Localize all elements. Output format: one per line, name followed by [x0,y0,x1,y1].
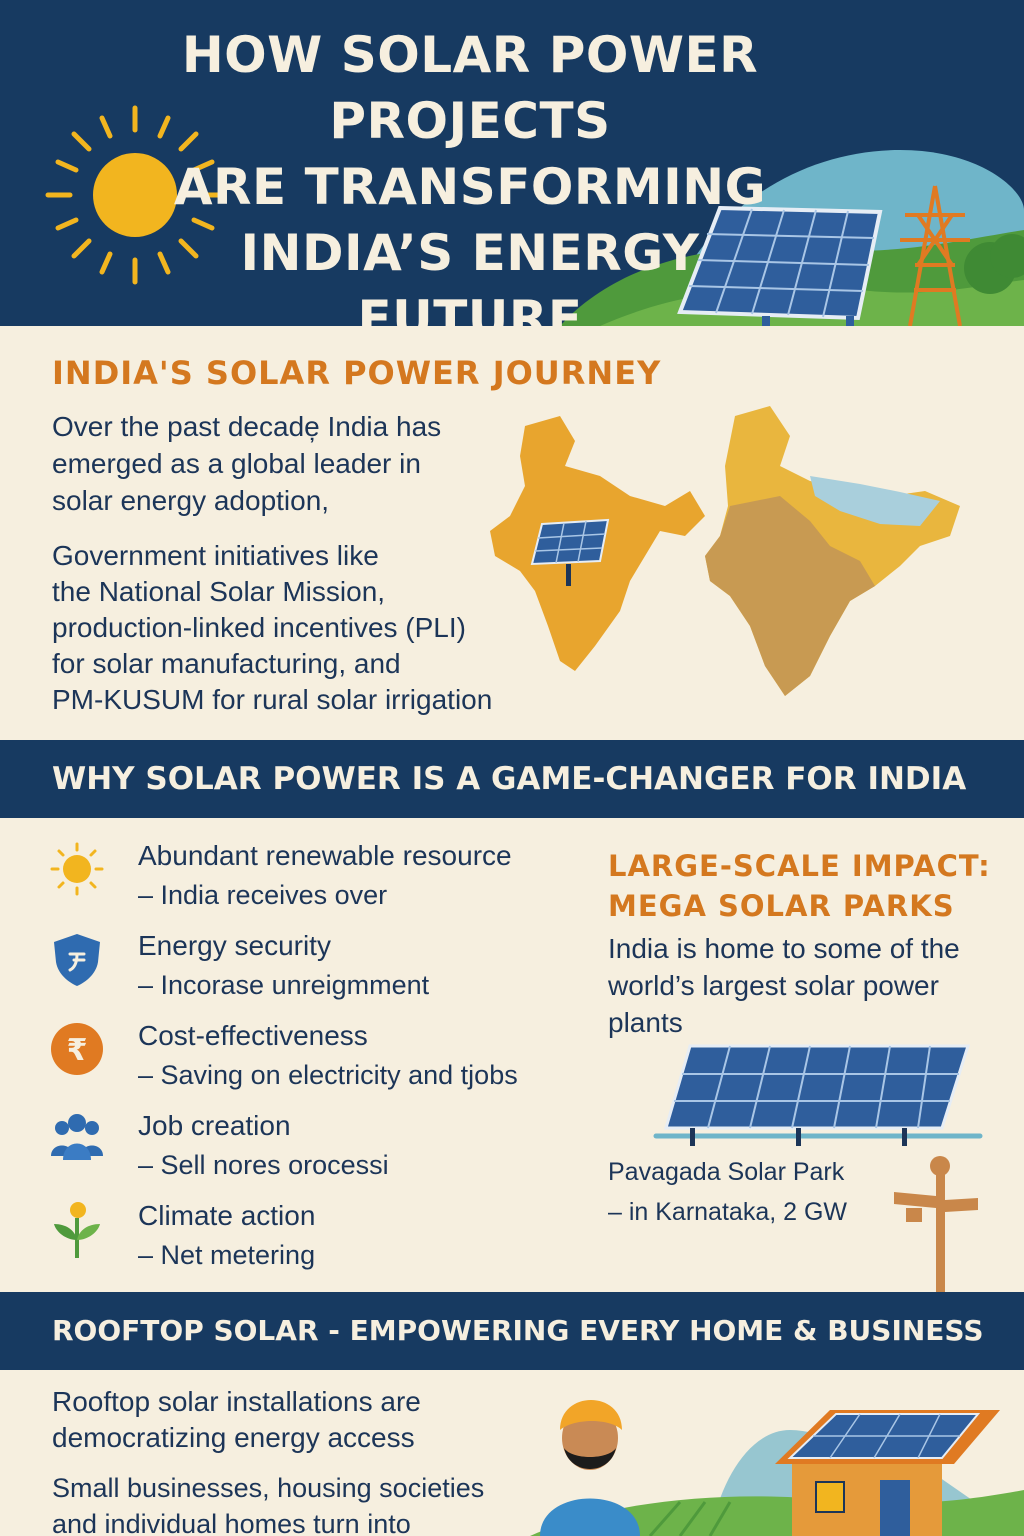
journey-section: India's Solar Power Journey Over the pas… [0,326,1024,740]
map-solar-panel-icon [530,518,610,586]
plant-icon [54,1202,100,1258]
benefit-item: ₹ Cost-effectiveness – Saving on electri… [0,1020,560,1100]
text-line: democratizing energy access [52,1422,415,1453]
title-line: Future [357,290,583,326]
solar-park-example: Pavagada Solar Park – in Karnataka, 2 GW [608,1152,847,1232]
rooftop-paragraph-2: Small businesses, housing societies and … [52,1470,484,1536]
benefit-description: – Net metering [138,1240,316,1270]
signpost-icon [894,1156,978,1292]
benefit-description: – Sell nores orocessi [138,1150,389,1180]
text-line: emerged as a global leader in [52,448,421,479]
text-line: Government initiatives like [52,540,379,571]
text-line: Over the past decade̦ India has [52,411,442,442]
benefit-item: Climate action – Net metering [0,1200,560,1280]
text-line: Small businesses, housing societies [52,1473,485,1503]
text-line: the National Solar Mission, [52,576,386,607]
journey-heading: India's Solar Power Journey [52,354,662,392]
india-map-illustration [490,406,960,696]
why-band-title: Why Solar Power is a Game-Changer for In… [0,740,1024,818]
benefit-title: Climate action [138,1200,316,1231]
benefit-description: – Saving on electricity and tjobs [138,1060,518,1090]
benefit-title: Energy security [138,930,331,961]
rooftop-band-title: Rooftop Solar - Empowering Every Home & … [0,1292,1024,1370]
page-title: How Solar Power Projects Are Transformin… [40,22,900,326]
benefit-title: Abundant renewable resource [138,840,512,871]
people-icon [51,1114,103,1160]
text-line: and individual homes turn into [52,1509,411,1536]
solar-park-panel-icon [653,1044,983,1146]
header-banner: How Solar Power Projects Are Transformin… [0,0,1024,326]
header-solar-panel-icon [677,205,883,326]
heading-line: Mega Solar Parks [608,889,955,923]
header-illustration [45,105,1024,326]
text-line: world’s largest solar power [608,970,939,1001]
title-line: India’s Energy [240,224,700,282]
benefit-item: Abundant renewable resource – India rece… [0,840,560,920]
benefit-item: Energy security – Incorase unreigmment [0,930,560,1010]
text-line: Pavagada Solar Park [608,1158,845,1186]
text-line: – in Karnataka, 2 GW [608,1198,848,1226]
mega-parks-intro: India is home to some of the world’s lar… [608,930,960,1041]
text-line: production-linked incentives (PLI) [52,612,466,643]
sun-icon [45,105,225,285]
text-line: Rooftop solar installations are [52,1386,421,1417]
sun-icon [50,842,104,896]
rupee-icon: ₹ [51,1023,103,1075]
text-line: PM-KUSUM for rural solar irrigation [52,684,493,715]
title-line: Are Transforming [173,158,767,216]
text-line: for solar manufacturing, and [52,648,401,679]
transmission-tower-icon [900,185,970,326]
text-line: plants [608,1007,683,1038]
benefit-description: – India receives over [138,880,388,910]
rooftop-paragraph-1: Rooftop solar installations are democrat… [52,1384,421,1456]
benefit-title: Cost-effectiveness [138,1020,368,1051]
mega-parks-heading: Large-Scale Impact: Mega Solar Parks [608,846,991,926]
farmer-person-icon [540,1400,640,1536]
svg-text:₹: ₹ [67,1033,88,1068]
benefit-description: – Incorase unreigmment [138,970,430,1000]
shield-icon [54,934,100,986]
heading-line: Large-Scale Impact: [608,849,991,883]
journey-paragraph-1: Over the past decade̦ India has emerged … [52,408,441,519]
benefit-item: Job creation – Sell nores orocessi [0,1110,560,1190]
benefit-title: Job creation [138,1110,291,1141]
rooftop-section: Rooftop solar installations are democrat… [0,1370,1024,1536]
text-line: India is home to some of the [608,933,960,964]
why-section: Abundant renewable resource – India rece… [0,818,1024,1292]
journey-paragraph-2: Government initiatives like the National… [52,538,492,718]
text-line: solar energy adoption, [52,485,330,516]
title-line: How Solar Power Projects [181,26,759,150]
house-icon [775,1410,1000,1536]
rooftop-illustration [530,1400,1024,1536]
